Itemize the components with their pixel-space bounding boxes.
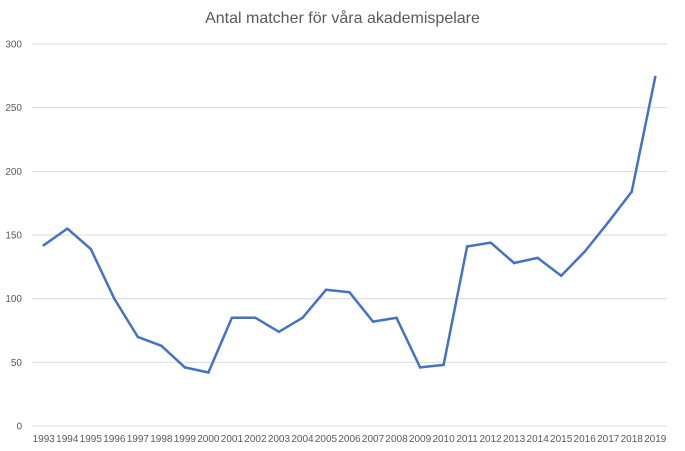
x-tick-label: 2010 [432,434,455,445]
data-point [160,344,163,348]
series-line [42,75,657,374]
data-point [348,291,351,294]
x-tick-label: 2004 [291,434,314,445]
x-tick-label: 2002 [244,434,267,445]
x-tick-label: 2015 [550,434,573,445]
x-tick-label: 2016 [574,434,597,445]
y-tick-label: 100 [5,294,22,305]
x-tick-label: 2019 [644,434,667,445]
y-tick-label: 250 [5,103,22,114]
x-tick-label: 2011 [456,434,478,445]
x-tick-label: 1993 [33,434,56,445]
x-tick-label: 2014 [527,434,550,445]
x-tick-label: 1997 [127,434,150,445]
x-tick-label: 2007 [362,434,385,445]
data-point [324,288,328,292]
x-tick-label: 2009 [409,434,432,445]
y-tick-label: 0 [16,422,22,433]
x-tick-label: 1996 [103,434,126,445]
data-point [512,261,516,265]
data-point [442,363,445,367]
x-tick-label: 2013 [503,434,526,445]
x-tick-label: 2017 [597,434,620,445]
x-tick-label: 2000 [197,434,220,445]
data-point [371,320,375,323]
data-point [42,243,46,247]
x-tick-label: 1995 [80,434,103,445]
x-tick-label: 1998 [150,434,173,445]
x-tick-label: 1999 [174,434,197,445]
y-tick-label: 200 [5,167,22,178]
data-point [536,256,539,260]
data-point [301,316,304,320]
data-point [418,366,422,369]
x-tick-label: 2008 [385,434,408,445]
x-tick-label: 1994 [56,434,79,445]
data-point [183,366,187,369]
data-point [489,241,492,244]
data-point [583,250,586,253]
data-point [630,190,634,194]
data-point [606,220,610,224]
data-point [559,274,563,278]
x-tick-label: 2006 [338,434,361,445]
x-tick-label: 2001 [221,434,244,445]
y-tick-label: 50 [11,358,23,369]
data-point [277,330,281,334]
x-tick-label: 2003 [268,434,291,445]
chart-title: Antal matcher för våra akademispelare [205,10,480,27]
data-point [395,316,398,320]
data-point [65,227,69,230]
y-tick-label: 150 [5,231,22,242]
data-point [136,335,140,339]
x-tick-label: 2018 [621,434,644,445]
data-point [89,247,93,251]
data-point [207,371,210,374]
data-point [465,245,469,248]
data-point [653,75,657,79]
x-tick-label: 2012 [479,434,502,445]
y-tick-label: 300 [5,40,22,51]
data-point [113,297,116,300]
data-point [254,316,257,320]
data-point [230,316,234,320]
x-tick-label: 2005 [315,434,338,445]
